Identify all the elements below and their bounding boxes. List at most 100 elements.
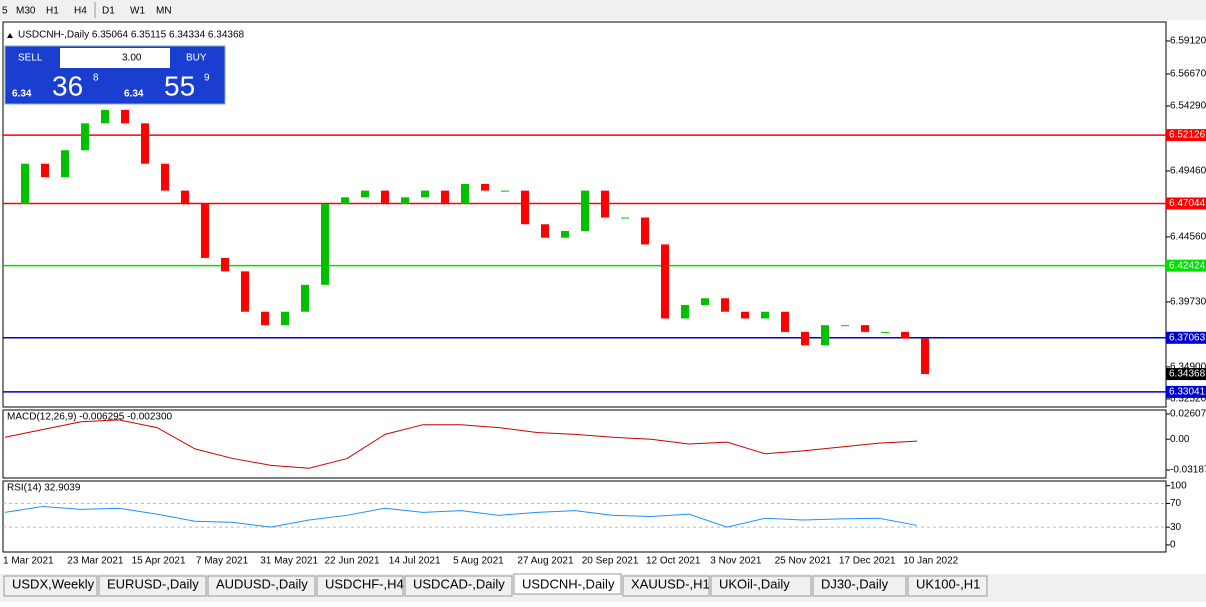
tab[interactable] (316, 575, 404, 597)
candle (301, 284, 309, 312)
x-tick-label: 14 Jul 2021 (389, 556, 441, 567)
y-tick-label: 0.02607 (1170, 409, 1206, 420)
tab-label[interactable]: USDCNH-,Daily (522, 576, 615, 591)
tab-label[interactable]: DJ30-,Daily (821, 576, 889, 591)
tab[interactable] (812, 575, 907, 597)
macd-panel (2, 409, 1167, 479)
y-tick-label: 6.32520 (1170, 394, 1206, 405)
x-tick-label: 1 Mar 2021 (3, 556, 54, 567)
level-label: 6.47044 (1169, 198, 1206, 209)
candle (741, 311, 749, 319)
y-tick-label: 0.00 (1170, 434, 1190, 445)
candle (921, 338, 929, 375)
candle (381, 190, 389, 205)
tab-label[interactable]: UKOil-,Daily (719, 576, 790, 591)
indicator-title: RSI(14) 32.9039 (7, 483, 81, 494)
tab-label[interactable]: USDX,Weekly (12, 576, 95, 591)
tab[interactable] (710, 575, 812, 597)
candle (401, 197, 409, 205)
x-tick-label: 22 Jun 2021 (325, 556, 380, 567)
candle (141, 123, 149, 164)
candle (721, 298, 729, 312)
x-tick-label: 20 Sep 2021 (582, 556, 639, 567)
y-tick-label: 6.54290 (1170, 101, 1206, 112)
tab-label[interactable]: USDCAD-,Daily (413, 576, 505, 591)
candle (441, 190, 449, 205)
rsi-panel (2, 480, 1167, 553)
candle (161, 163, 169, 191)
candle (841, 325, 849, 327)
candle (761, 311, 769, 319)
candle (621, 217, 629, 219)
tab-label[interactable]: AUDUSD-,Daily (216, 576, 308, 591)
candle (321, 204, 329, 285)
sell-big: 6.34 (12, 89, 32, 100)
candle (61, 150, 69, 178)
tab[interactable] (622, 575, 710, 597)
candle (661, 244, 669, 319)
tab-label[interactable]: USDCHF-,H4 (325, 576, 404, 591)
candle (681, 304, 689, 319)
buy-main: 55 (164, 70, 195, 101)
tab[interactable] (207, 575, 316, 597)
tab[interactable] (3, 575, 98, 597)
level-label: 6.33041 (1169, 387, 1206, 398)
timeframe-button[interactable]: H1 (46, 6, 59, 17)
x-tick-label: 17 Dec 2021 (839, 556, 896, 567)
tab[interactable] (907, 575, 988, 597)
header-arrow (7, 33, 13, 38)
candle (781, 311, 789, 332)
timeframe-button[interactable]: M30 (16, 6, 36, 17)
level-label: 6.37063 (1169, 332, 1206, 343)
candle (861, 325, 869, 332)
y-tick-label: -0.03187 (1170, 465, 1206, 476)
timeframe-button[interactable]: H4 (74, 6, 87, 17)
candle (41, 163, 49, 178)
candle (261, 311, 269, 326)
timeframe-button[interactable]: D1 (102, 6, 115, 17)
tab-label[interactable]: XAUUSD-,H1 (631, 576, 710, 591)
timeframe-button[interactable]: W1 (130, 6, 145, 17)
x-tick-label: 15 Apr 2021 (132, 556, 186, 567)
candle (81, 123, 89, 151)
candle (361, 190, 369, 198)
timeframe-button[interactable]: 5 (2, 6, 8, 17)
level-label: 6.52126 (1169, 130, 1206, 141)
y-tick-label: 6.56670 (1170, 69, 1206, 80)
lots-input[interactable]: 3.00 (122, 53, 142, 64)
x-tick-label: 10 Jan 2022 (903, 556, 958, 567)
level-label-bg (1166, 197, 1206, 210)
timeframe-button[interactable]: MN (156, 6, 172, 17)
y-tick-label: 100 (1170, 480, 1187, 491)
x-tick-label: 31 May 2021 (260, 556, 318, 567)
y-tick-label: 6.34900 (1170, 362, 1206, 373)
tab[interactable] (513, 573, 622, 595)
buy-button[interactable]: BUY (186, 53, 207, 64)
candle (241, 271, 249, 312)
x-tick-label: 5 Aug 2021 (453, 556, 504, 567)
y-tick-label: 6.44560 (1170, 232, 1206, 243)
tab-label[interactable]: EURUSD-,Daily (107, 576, 199, 591)
x-tick-label: 3 Nov 2021 (710, 556, 762, 567)
level-label-bg (1166, 129, 1206, 142)
candle (421, 190, 429, 198)
y-tick-label: 6.39730 (1170, 297, 1206, 308)
x-tick-label: 25 Nov 2021 (775, 556, 832, 567)
indicator-line (4, 419, 918, 469)
main-panel (2, 21, 1167, 408)
tab[interactable] (404, 575, 513, 597)
current-price: 6.34368 (1169, 369, 1206, 380)
lots-box (60, 48, 170, 68)
candle (341, 197, 349, 205)
candle (21, 163, 29, 205)
tab-label[interactable]: UK100-,H1 (916, 576, 980, 591)
candle (821, 325, 829, 346)
candle (481, 183, 489, 191)
x-tick-label: 27 Aug 2021 (517, 556, 574, 567)
level-label-bg (1166, 259, 1206, 272)
candle (221, 257, 229, 272)
sell-button[interactable]: SELL (18, 53, 43, 64)
y-tick-label: 0 (1170, 540, 1176, 551)
candle (521, 190, 529, 225)
tab[interactable] (98, 575, 207, 597)
